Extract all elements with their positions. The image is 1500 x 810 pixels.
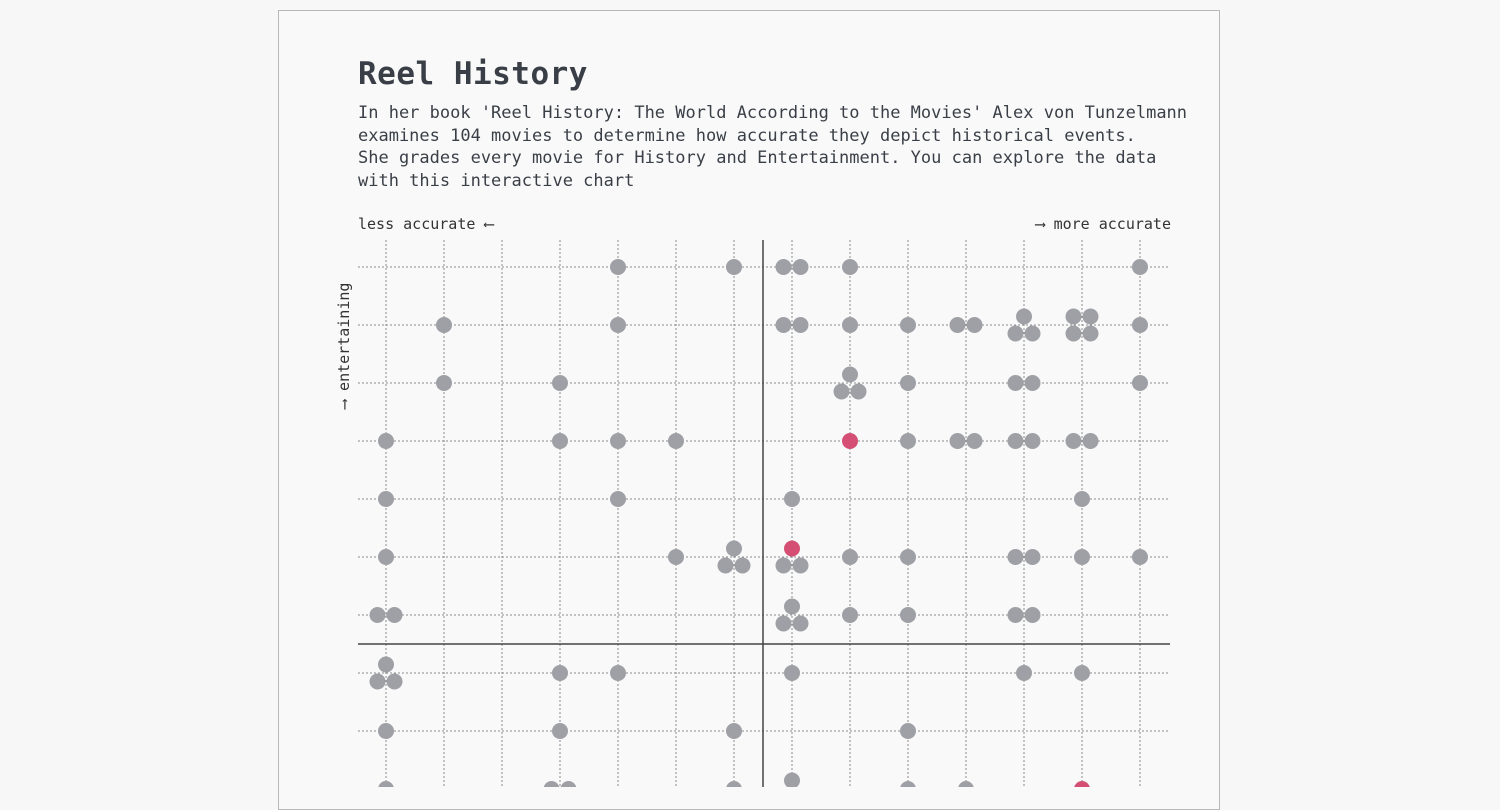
movie-dot xyxy=(775,317,792,333)
chart-card: Reel History In her book 'Reel History: … xyxy=(278,10,1220,810)
movie-dot xyxy=(842,317,858,333)
movie-dot xyxy=(378,723,394,739)
movie-dot xyxy=(792,317,809,333)
scatter-chart xyxy=(358,240,1170,787)
intro-text: In her book 'Reel History: The World Acc… xyxy=(358,102,1198,192)
movie-dot xyxy=(378,781,394,787)
intro-paragraph-1: In her book 'Reel History: The World Acc… xyxy=(358,103,1188,146)
movie-dot xyxy=(1007,325,1024,342)
movie-dot xyxy=(833,383,850,400)
movie-dot xyxy=(610,259,626,275)
movie-dot xyxy=(850,383,867,400)
movie-dot xyxy=(610,317,626,333)
movie-dot xyxy=(1132,375,1148,391)
movie-dot xyxy=(610,491,626,507)
movie-dot xyxy=(784,772,800,787)
movie-dot xyxy=(966,317,983,333)
movie-dot-highlighted xyxy=(1074,781,1090,787)
movie-dot xyxy=(784,491,800,507)
movie-dot xyxy=(1132,549,1148,565)
movie-dot xyxy=(726,259,742,275)
movie-dot xyxy=(1074,549,1090,565)
intro-paragraph-2: She grades every movie for History and E… xyxy=(358,148,1157,191)
movie-dot xyxy=(775,557,792,574)
movie-dot xyxy=(717,557,734,574)
movie-dot xyxy=(1007,433,1024,449)
movie-dot xyxy=(1082,308,1099,325)
movie-dot xyxy=(1082,325,1099,342)
movie-dot xyxy=(668,549,684,565)
movie-dot xyxy=(1065,325,1082,342)
movie-dot-highlighted xyxy=(784,540,800,557)
movie-dot xyxy=(552,665,568,681)
movie-dot xyxy=(792,557,809,574)
movie-dot xyxy=(543,781,560,787)
movie-dot xyxy=(734,557,751,574)
movie-dot xyxy=(900,549,916,565)
movie-dot xyxy=(436,375,452,391)
movie-dot xyxy=(1024,607,1041,623)
movie-dot xyxy=(1016,665,1032,681)
movie-dot xyxy=(386,607,403,623)
movie-dot xyxy=(1007,607,1024,623)
movie-dot xyxy=(1074,491,1090,507)
movie-dot xyxy=(842,549,858,565)
movie-dot xyxy=(900,433,916,449)
movie-dot xyxy=(378,433,394,449)
movie-dot xyxy=(552,433,568,449)
movie-dot xyxy=(726,781,742,787)
movie-dot xyxy=(369,607,386,623)
movie-dot xyxy=(436,317,452,333)
movie-dot xyxy=(1007,375,1024,391)
movie-dot xyxy=(775,615,792,632)
movie-dot xyxy=(900,723,916,739)
movie-dot xyxy=(792,615,809,632)
movie-dot xyxy=(552,375,568,391)
movie-dot xyxy=(560,781,577,787)
movie-dot xyxy=(1007,549,1024,565)
movie-dot xyxy=(1082,433,1099,449)
movie-dot xyxy=(900,781,916,787)
movie-dot xyxy=(1132,317,1148,333)
movie-dot xyxy=(775,259,792,275)
movie-dot xyxy=(842,366,858,383)
movie-dot xyxy=(1074,665,1090,681)
movie-dot xyxy=(552,723,568,739)
movie-dot xyxy=(378,656,394,673)
movie-dot xyxy=(966,433,983,449)
movie-dot xyxy=(949,317,966,333)
movie-dot xyxy=(369,673,386,690)
movie-dot xyxy=(1065,308,1082,325)
movie-dot xyxy=(842,259,858,275)
movie-dot xyxy=(784,665,800,681)
x-axis-less-accurate-label: less accurate ⟵ xyxy=(358,215,494,233)
movie-dot xyxy=(784,598,800,615)
movie-dot xyxy=(378,549,394,565)
movie-dot xyxy=(386,673,403,690)
movie-dot xyxy=(1024,325,1041,342)
movie-dot xyxy=(1024,549,1041,565)
movie-dot xyxy=(1065,433,1082,449)
x-axis-more-accurate-label: ⟶ more accurate xyxy=(1035,215,1171,233)
movie-dot xyxy=(958,781,974,787)
movie-dot xyxy=(900,607,916,623)
movie-dot xyxy=(1024,375,1041,391)
movie-dot xyxy=(900,375,916,391)
movie-dot xyxy=(726,723,742,739)
movie-dot xyxy=(949,433,966,449)
movie-dot xyxy=(668,433,684,449)
movie-dot xyxy=(1016,308,1032,325)
movie-dot xyxy=(1132,259,1148,275)
movie-dot xyxy=(610,665,626,681)
movie-dot xyxy=(378,491,394,507)
movie-dot xyxy=(726,540,742,557)
movie-dot xyxy=(792,259,809,275)
movie-dot xyxy=(842,607,858,623)
movie-dot-highlighted xyxy=(842,433,858,449)
page-title: Reel History xyxy=(358,56,588,92)
movie-dot xyxy=(900,317,916,333)
movie-dot xyxy=(610,433,626,449)
movie-dot xyxy=(1024,433,1041,449)
